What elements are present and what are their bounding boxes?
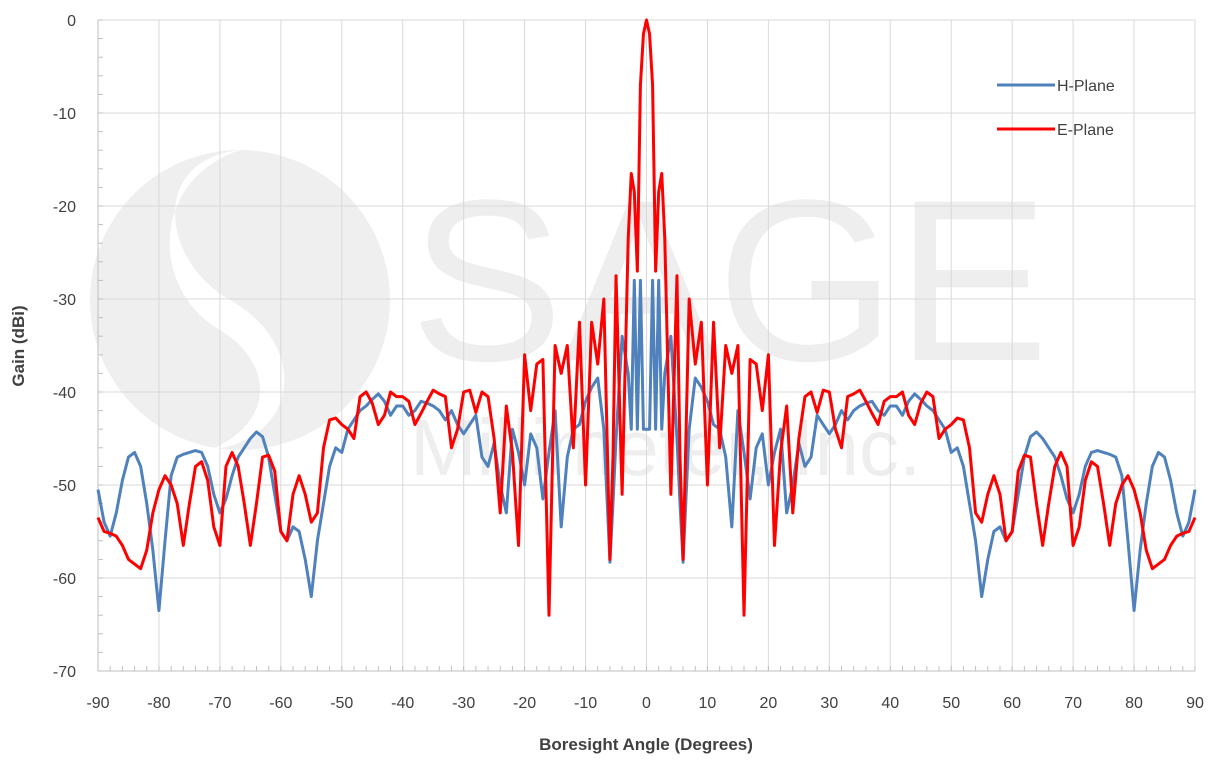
x-tick-label: -60 [269,695,292,712]
x-tick-label: -40 [391,695,414,712]
watermark-sage-text: SAGE [410,152,1049,409]
series-line-e-plane [96,18,1197,617]
x-tick-label: -80 [147,695,170,712]
x-tick-label: 80 [1125,695,1143,712]
x-tick-label: 90 [1186,695,1204,712]
y-tick-label: -10 [53,106,76,123]
x-tick-label: -20 [513,695,536,712]
y-tick-label: -60 [53,571,76,588]
x-axis-title: Boresight Angle (Degrees) [539,735,753,754]
chart-tick-labels: 0 -10 -20 -30 -40 -50 -60 -70 -90 -80 -70 -60 -50 -40… [53,13,1204,712]
y-tick-label: -70 [53,664,76,681]
x-tick-label: -30 [452,695,475,712]
x-tick-label: -70 [208,695,231,712]
y-axis-title: Gain (dBi) [9,305,28,386]
x-tick-label: 30 [820,695,838,712]
chart-legend: H-Plane E-Plane [997,78,1115,139]
chart-axes [97,19,1196,672]
x-tick-label: -50 [330,695,353,712]
y-tick-label: 0 [67,13,76,30]
x-tick-label: 10 [699,695,717,712]
x-tick-label: -10 [574,695,597,712]
legend-label: H-Plane [1057,78,1115,95]
x-tick-label: 20 [759,695,777,712]
y-tick-label: -30 [53,292,76,309]
x-tick-label: 50 [942,695,960,712]
chart-grid [97,19,1196,672]
y-tick-label: -50 [53,478,76,495]
x-tick-label: -90 [86,695,109,712]
y-tick-label: -20 [53,199,76,216]
legend-label: E-Plane [1057,122,1114,139]
y-tick-label: -40 [53,385,76,402]
x-tick-label: 40 [881,695,899,712]
x-tick-label: 60 [1003,695,1021,712]
x-tick-label: 0 [642,695,651,712]
chart-series-layer [96,18,1197,617]
x-tick-label: 70 [1064,695,1082,712]
